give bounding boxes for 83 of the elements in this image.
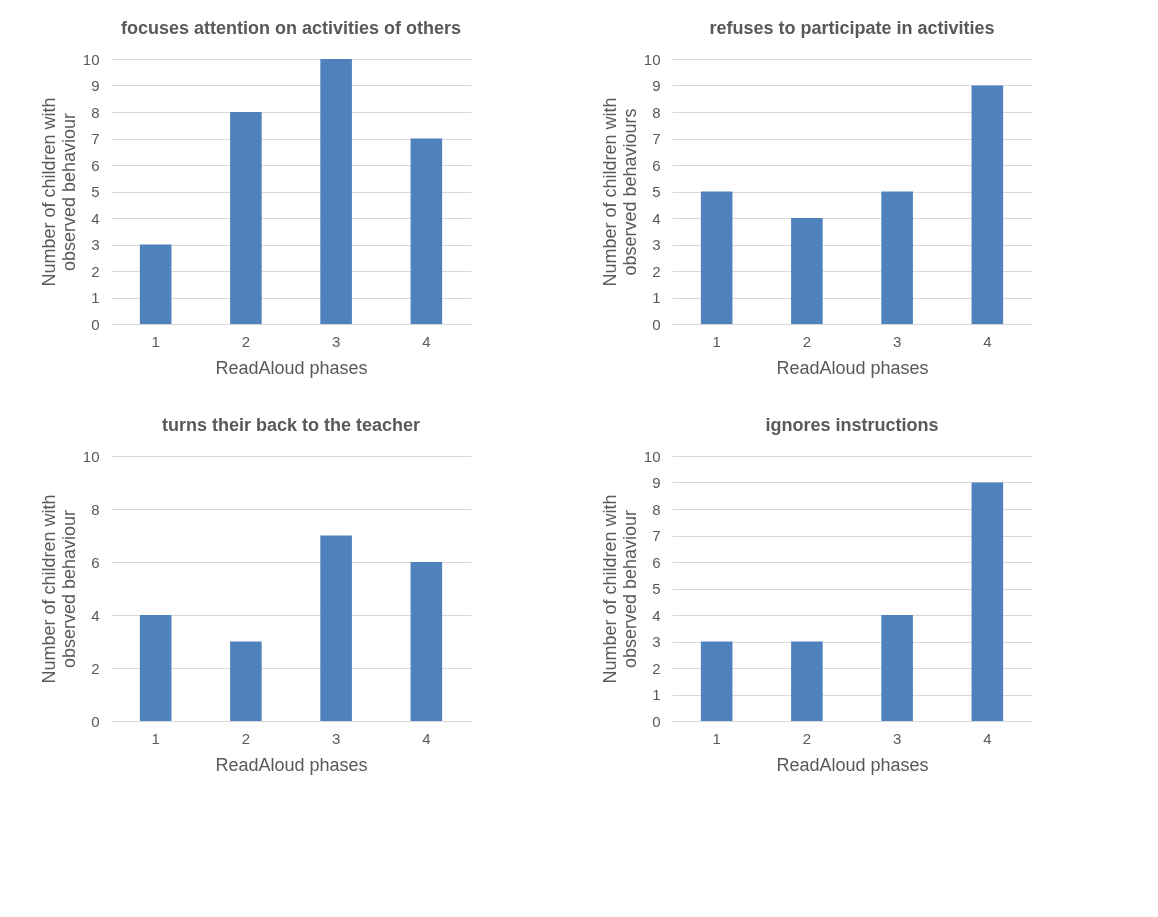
chart-title: ignores instructions — [765, 415, 939, 435]
chart-title: refuses to participate in activities — [709, 18, 995, 38]
y-tick-label: 5 — [652, 183, 661, 200]
y-tick-label: 10 — [82, 447, 100, 465]
x-tick-label: 3 — [331, 729, 341, 747]
bar — [230, 112, 262, 324]
y-axis-title: Number of children with observed behaviour — [38, 97, 79, 287]
y-tick-label: 8 — [652, 500, 661, 518]
y-tick-label: 6 — [652, 156, 661, 174]
y-tick-label: 10 — [82, 50, 100, 68]
y-tick-label: 1 — [91, 289, 100, 306]
y-tick-label: 8 — [91, 500, 100, 518]
chart-title: focuses attention on activities of others — [120, 18, 462, 38]
y-tick-label: 9 — [652, 474, 661, 491]
y-tick-label: 6 — [91, 156, 100, 174]
y-tick-label: 5 — [652, 580, 661, 597]
x-tick-label: 4 — [422, 729, 431, 747]
y-tick-label: 0 — [91, 712, 100, 730]
x-axis-title: ReadAloud phases — [776, 357, 929, 378]
y-tick-label: 6 — [91, 553, 100, 571]
bar — [410, 138, 443, 324]
y-tick-label: 0 — [652, 712, 661, 730]
bar — [700, 191, 733, 324]
bar — [320, 535, 352, 721]
bar — [320, 59, 352, 324]
x-tick-label: 3 — [892, 729, 902, 747]
x-tick-label: 3 — [892, 332, 902, 350]
y-tick-label: 2 — [91, 262, 100, 280]
x-tick-label: 3 — [331, 332, 341, 350]
y-tick-label: 6 — [652, 553, 661, 571]
x-axis-title: ReadAloud phases — [776, 754, 929, 775]
y-tick-label: 4 — [652, 606, 661, 624]
y-axis-title: Number of children with observed behaviours — [599, 97, 640, 287]
y-tick-label: 10 — [643, 447, 661, 465]
y-tick-label: 4 — [652, 209, 661, 227]
bar — [971, 85, 1004, 324]
y-tick-label: 2 — [652, 659, 661, 677]
y-tick-label: 10 — [643, 50, 661, 68]
x-tick-label: 1 — [151, 332, 160, 350]
x-tick-label: 2 — [802, 729, 812, 747]
bar — [700, 641, 733, 721]
y-tick-label: 2 — [91, 659, 100, 677]
bar — [230, 641, 262, 721]
bar — [139, 615, 172, 721]
y-tick-label: 3 — [91, 236, 100, 253]
x-tick-label: 1 — [712, 332, 721, 350]
bar — [791, 641, 823, 721]
y-tick-label: 4 — [91, 606, 100, 624]
y-tick-label: 5 — [91, 183, 100, 200]
x-tick-label: 4 — [983, 332, 992, 350]
y-tick-label: 2 — [652, 262, 661, 280]
y-tick-label: 1 — [652, 686, 661, 703]
bar — [881, 615, 913, 721]
y-axis-title: Number of children with observed behaviour — [599, 494, 640, 684]
y-tick-label: 7 — [652, 527, 661, 544]
x-axis-title: ReadAloud phases — [215, 357, 368, 378]
y-tick-label: 4 — [91, 209, 100, 227]
bar — [139, 244, 172, 324]
chart-title: turns their back to the teacher — [161, 415, 421, 435]
x-tick-label: 1 — [151, 729, 160, 747]
y-tick-label: 1 — [652, 289, 661, 306]
x-tick-label: 2 — [241, 729, 251, 747]
bar — [881, 191, 913, 324]
bar — [971, 482, 1004, 721]
x-tick-label: 4 — [422, 332, 431, 350]
bar — [410, 562, 443, 721]
x-axis-title: ReadAloud phases — [215, 754, 368, 775]
y-tick-label: 9 — [91, 77, 100, 94]
y-axis-title: Number of children with observed behaviour — [38, 494, 79, 684]
y-tick-label: 7 — [652, 130, 661, 147]
y-tick-label: 0 — [652, 315, 661, 333]
y-tick-label: 3 — [652, 236, 661, 253]
x-tick-label: 4 — [983, 729, 992, 747]
y-tick-label: 8 — [91, 103, 100, 121]
bar — [791, 218, 823, 324]
y-tick-label: 3 — [652, 633, 661, 650]
y-tick-label: 0 — [91, 315, 100, 333]
x-tick-label: 1 — [712, 729, 721, 747]
x-tick-label: 2 — [802, 332, 812, 350]
y-tick-label: 7 — [91, 130, 100, 147]
y-tick-label: 8 — [652, 103, 661, 121]
y-tick-label: 9 — [652, 77, 661, 94]
x-tick-label: 2 — [241, 332, 251, 350]
